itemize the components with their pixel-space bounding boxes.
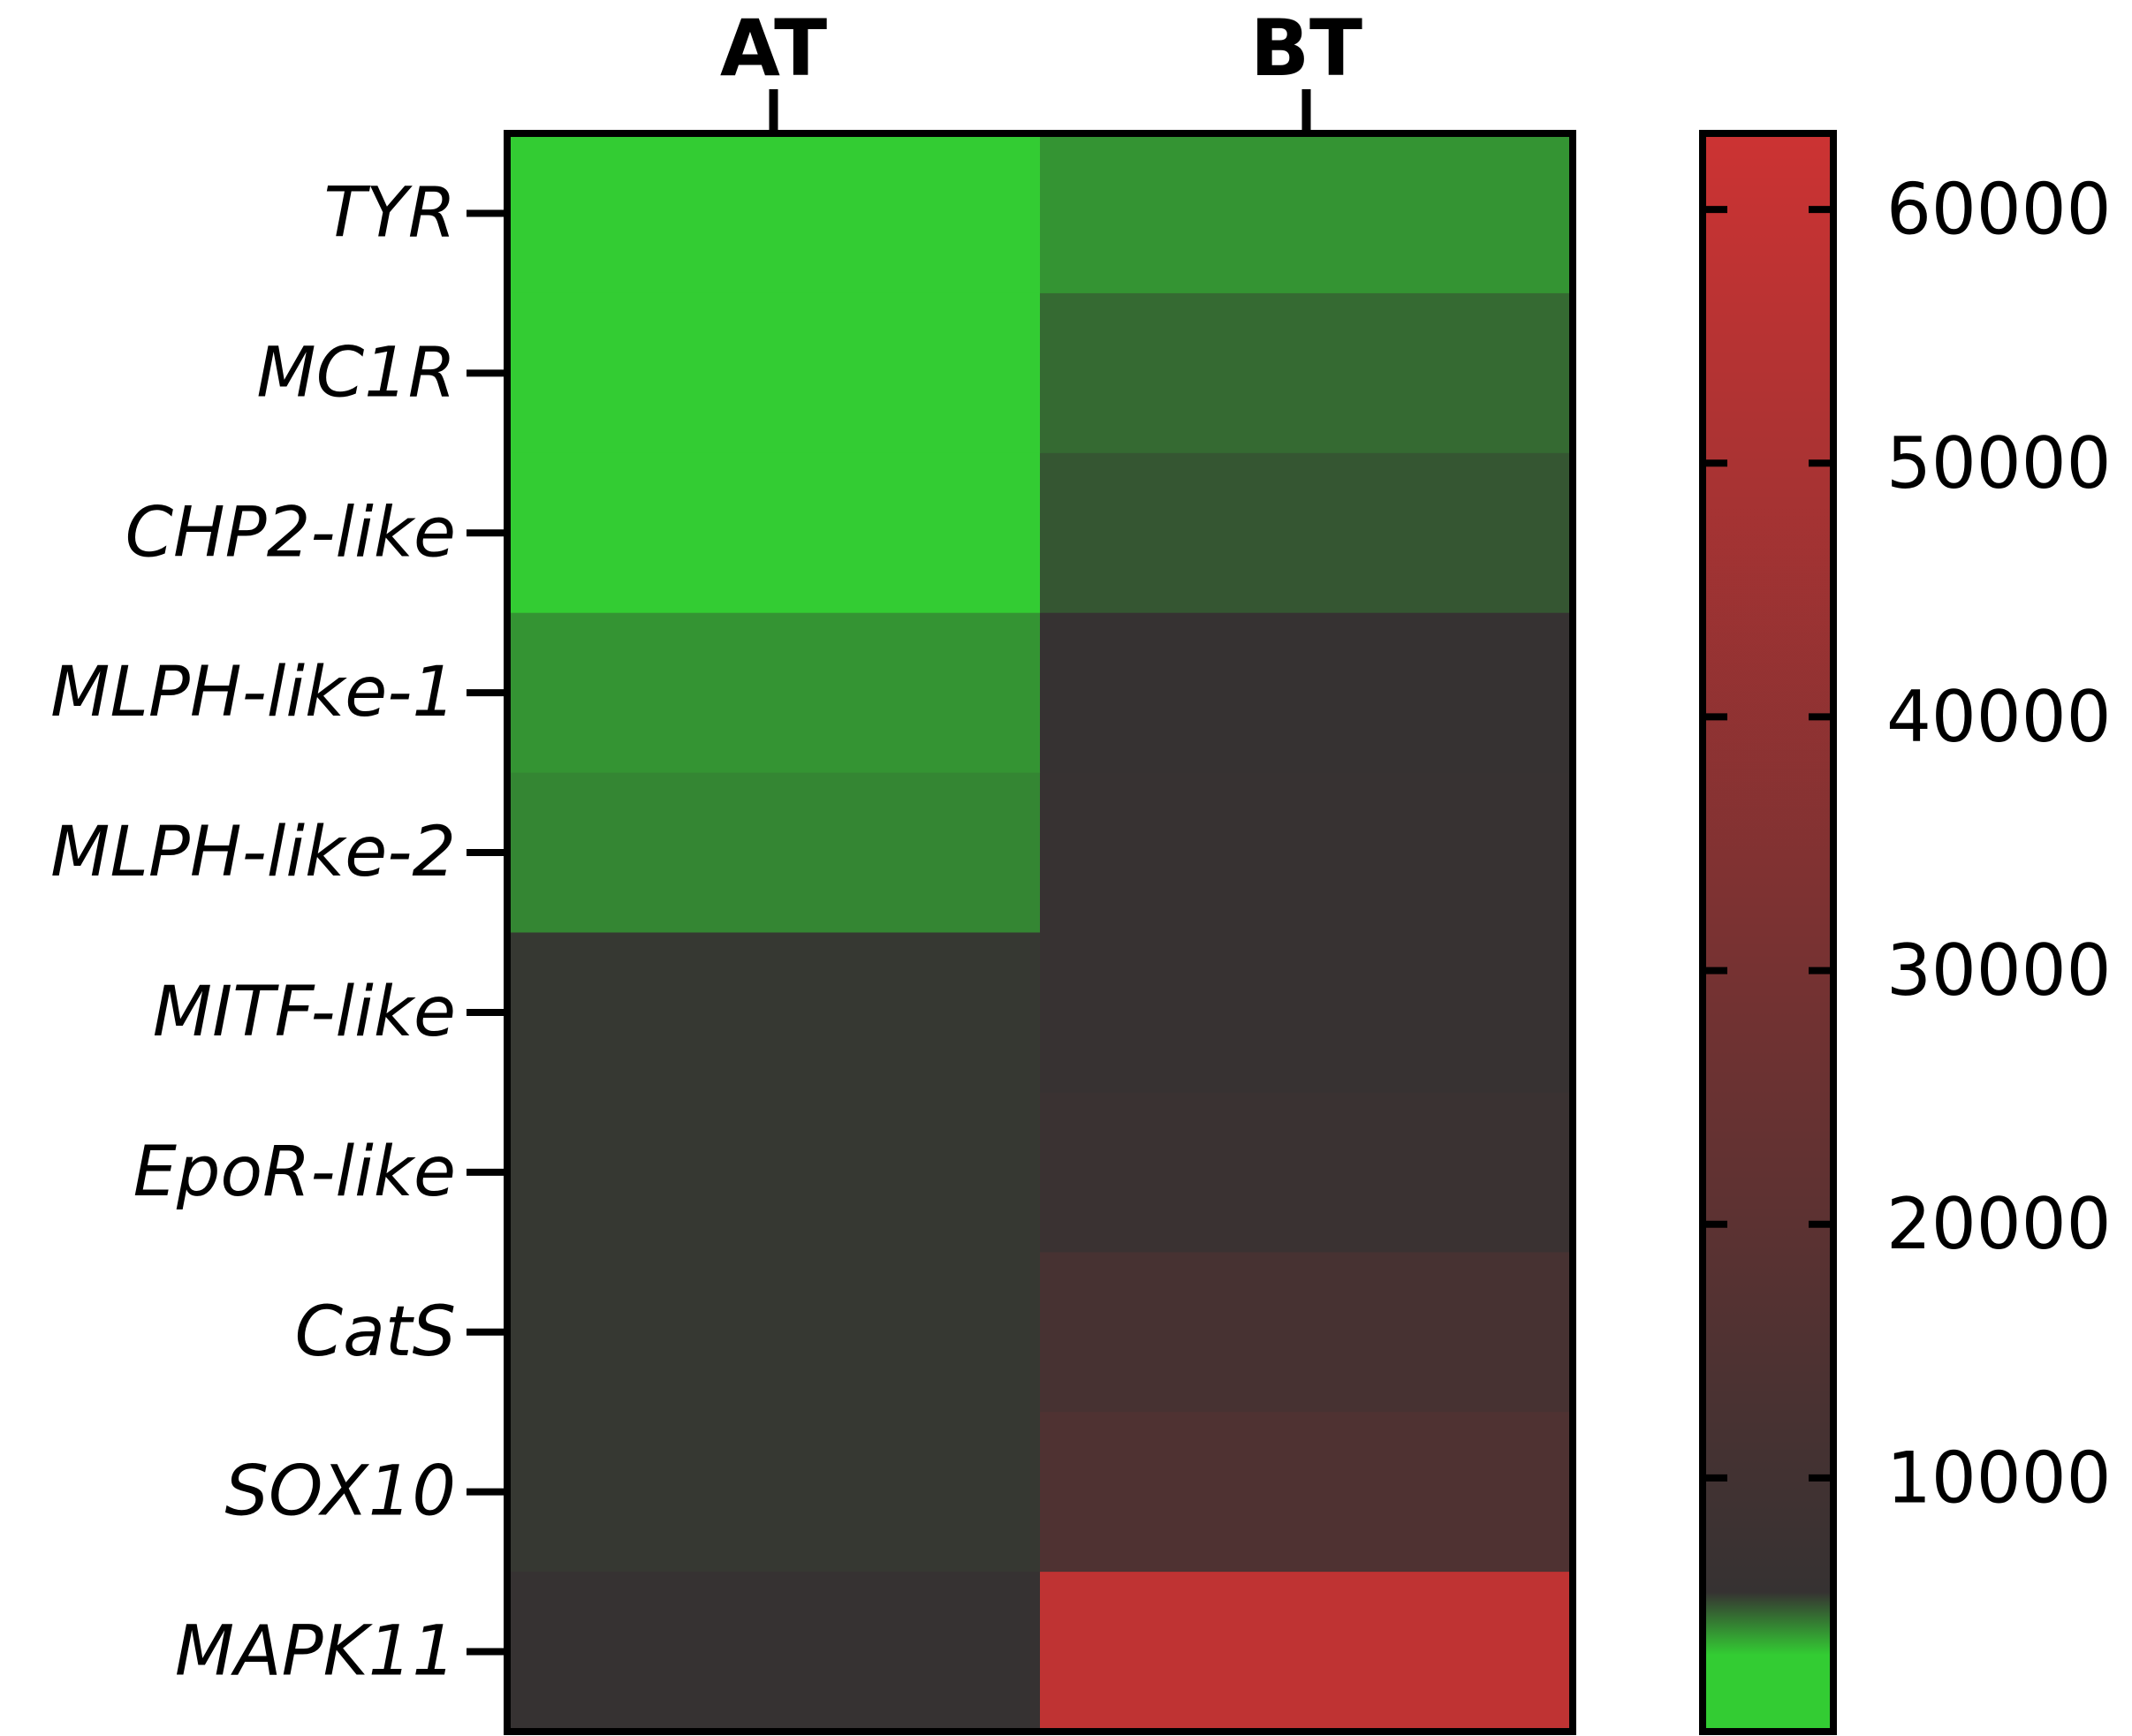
- row-label: CatS: [295, 1293, 456, 1372]
- heatmap-cell-epor-like-at: [507, 1092, 1041, 1253]
- heatmap-cell-cats-bt: [1040, 1252, 1574, 1413]
- heatmap-cell-tyr-bt: [1040, 133, 1574, 294]
- heatmap-cell-mitf-like-bt: [1040, 932, 1574, 1093]
- heatmap-cell-chp2-like-at: [507, 452, 1041, 614]
- colorbar-tick-label: 60000: [1886, 169, 2112, 251]
- colorbar: [1699, 130, 1837, 1735]
- row-label: EpoR-like: [133, 1133, 456, 1212]
- row-label: TYR: [324, 173, 457, 253]
- heatmap-cell-tyr-at: [507, 133, 1041, 294]
- colorbar-tick-label: 30000: [1886, 929, 2112, 1012]
- heatmap-cell-mapk11-bt: [1040, 1572, 1574, 1732]
- colorbar-tick-label: 10000: [1886, 1437, 2112, 1519]
- column-label: AT: [720, 3, 827, 94]
- heatmap-cell-cats-at: [507, 1252, 1041, 1413]
- heatmap-cell-mlph-like-1-bt: [1040, 612, 1574, 774]
- colorbar-tick-label: 50000: [1886, 422, 2112, 504]
- row-label: MLPH-like-1: [50, 653, 456, 732]
- heatmap-frame: [504, 130, 1576, 1735]
- heatmap-cell-mlph-like-2-bt: [1040, 772, 1574, 933]
- colorbar-tick-label: 20000: [1886, 1183, 2112, 1265]
- heatmap-cell-mapk11-at: [507, 1572, 1041, 1732]
- heatmap-cell-mc1r-at: [507, 292, 1041, 454]
- heatmap-cell-chp2-like-bt: [1040, 452, 1574, 614]
- row-label: MLPH-like-2: [50, 813, 456, 892]
- row-label: CHP2-like: [125, 493, 456, 572]
- row-label: MAPK11: [175, 1612, 456, 1692]
- colorbar-tick-label: 40000: [1886, 676, 2112, 758]
- row-labels: TYR MC1R CHP2-like MLPH-like-1 MLPH-like-2 MI…: [50, 173, 507, 1692]
- heatmap-cell-mc1r-bt: [1040, 292, 1574, 454]
- column-labels: AT BT: [720, 3, 1362, 133]
- heatmap-cell-mlph-like-2-at: [507, 772, 1041, 933]
- colorbar-ticks: 10000 20000 30000 40000 50000 60000: [1703, 169, 2112, 1519]
- row-label: MITF-like: [153, 973, 456, 1052]
- heatmap-cell-epor-like-bt: [1040, 1092, 1574, 1253]
- heatmap-cell-sox10-at: [507, 1412, 1041, 1573]
- heatmap-cell-mitf-like-at: [507, 932, 1041, 1093]
- heatmap-cells: [507, 133, 1574, 1732]
- heatmap-cell-sox10-bt: [1040, 1412, 1574, 1573]
- column-label: BT: [1250, 3, 1362, 94]
- row-label: MC1R: [256, 333, 456, 413]
- row-label: SOX10: [225, 1452, 457, 1532]
- heatmap-cell-mlph-like-1-at: [507, 612, 1041, 774]
